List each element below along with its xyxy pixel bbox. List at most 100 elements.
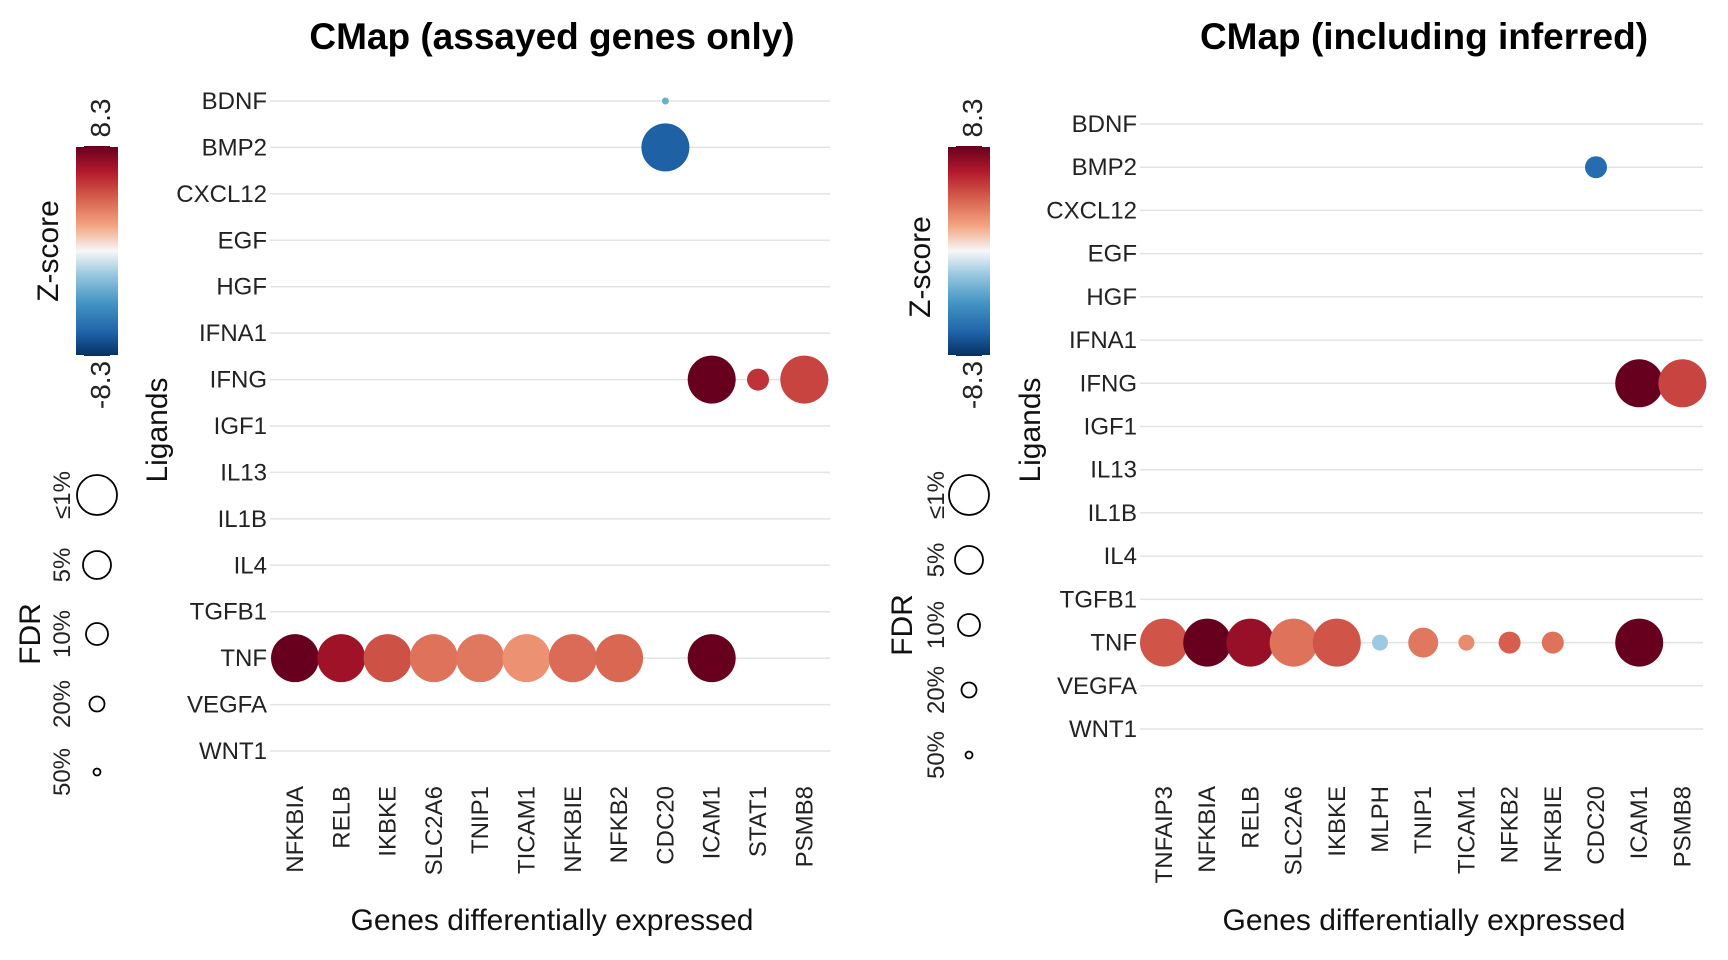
size-legend-label: ≤1% <box>923 471 950 519</box>
x-tick-label: SLC2A6 <box>1281 786 1308 875</box>
y-tick-label: IFNG <box>210 367 267 394</box>
size-legend-key <box>954 545 984 575</box>
colorbar-max-label: 8.3 <box>85 99 116 138</box>
y-tick-label: IL1B <box>1088 500 1137 527</box>
y-tick-label: IL1B <box>218 506 267 533</box>
size-legend-key <box>960 681 978 699</box>
data-point <box>687 634 736 683</box>
x-tick-label: NFKBIA <box>282 786 309 873</box>
x-tick-label: IKBKE <box>1324 786 1351 857</box>
size-legend-label: 10% <box>49 610 76 658</box>
colorbar <box>76 146 118 356</box>
size-legend-label: 10% <box>923 601 950 649</box>
size-legend-key <box>948 474 990 516</box>
data-point <box>1312 618 1361 667</box>
y-tick-label: IFNG <box>1080 370 1137 397</box>
x-tick-label: TNIP1 <box>467 786 494 854</box>
x-axis-label: Genes differentially expressed <box>350 904 753 937</box>
data-point <box>363 634 412 683</box>
data-point <box>1269 618 1318 667</box>
size-legend-key <box>88 695 106 713</box>
data-point <box>780 355 829 404</box>
data-point <box>456 634 505 683</box>
y-tick-label: BMP2 <box>202 134 267 161</box>
x-tick-label: NFKB2 <box>1497 786 1524 863</box>
y-tick-label: EGF <box>1088 241 1137 268</box>
y-tick-label: EGF <box>218 227 267 254</box>
size-legend-label: ≤1% <box>49 471 76 519</box>
x-tick-label: RELB <box>1237 786 1264 849</box>
x-tick-label: STAT1 <box>745 786 772 857</box>
size-legend-title: FDR <box>886 594 919 656</box>
data-point <box>1372 634 1388 651</box>
size-legend-key <box>85 622 109 646</box>
size-legend-label: 50% <box>49 748 76 796</box>
y-tick-label: IL13 <box>220 459 267 486</box>
y-tick-label: HGF <box>216 274 267 301</box>
y-tick-label: IFNA1 <box>1069 327 1137 354</box>
y-tick-label: HGF <box>1086 284 1137 311</box>
y-tick-label: BDNF <box>202 88 267 115</box>
x-tick-label: NFKB2 <box>606 786 633 863</box>
data-point <box>595 634 644 683</box>
x-tick-label: PSMB8 <box>791 786 818 867</box>
panel-2: CMap (including inferred) BDNF BMP2 CXCL12 E… <box>886 16 1707 937</box>
x-tick-label: NFKBIE <box>560 786 587 873</box>
y-tick-label: IGF1 <box>214 413 267 440</box>
y-axis-label: Ligands <box>1014 377 1047 482</box>
colorbar-min-label: -8.3 <box>85 361 116 409</box>
chart-title: CMap (including inferred) <box>1200 16 1648 57</box>
size-legend-label: 5% <box>49 548 76 583</box>
y-tick-label: BDNF <box>1072 111 1137 138</box>
size-legend-key <box>957 613 981 637</box>
x-tick-label: ICAM1 <box>699 786 726 859</box>
data-point <box>641 123 690 172</box>
y-tick-label: TGFB1 <box>1060 586 1137 613</box>
x-tick-label: CDC20 <box>1583 786 1610 865</box>
data-point <box>1658 359 1707 408</box>
x-tick-label: TNIP1 <box>1410 786 1437 854</box>
data-point <box>687 355 736 404</box>
size-legend-label: 20% <box>49 680 76 728</box>
x-tick-label: RELB <box>328 786 355 849</box>
colorbar-title: Z-score <box>32 200 65 302</box>
data-point <box>1140 618 1188 667</box>
y-tick-label: CXCL12 <box>176 181 267 208</box>
size-legend-key <box>92 767 102 777</box>
panel-1: CMap (assayed genes only) BDNF BMP2 CXCL12 E… <box>14 16 830 937</box>
colorbar-max-label: 8.3 <box>957 99 988 138</box>
y-tick-label: WNT1 <box>199 738 267 765</box>
x-tick-label: TICAM1 <box>1453 786 1480 874</box>
data-point <box>1615 359 1664 408</box>
y-tick-label: IFNA1 <box>199 320 267 347</box>
data-point <box>1226 618 1275 667</box>
data-point <box>1541 631 1564 654</box>
y-tick-label: CXCL12 <box>1046 197 1137 224</box>
size-legend-key <box>82 550 112 580</box>
size-legend-label: 5% <box>923 543 950 578</box>
size-legend-label: 20% <box>923 666 950 714</box>
y-axis-label: Ligands <box>141 377 174 482</box>
data-point <box>409 634 458 683</box>
y-tick-label: IGF1 <box>1084 414 1137 441</box>
x-tick-label: TICAM1 <box>514 786 541 874</box>
x-axis-label: Genes differentially expressed <box>1222 904 1625 937</box>
data-point <box>661 97 669 105</box>
y-tick-label: TGFB1 <box>190 599 267 626</box>
data-point <box>1458 634 1475 651</box>
x-tick-label: NFKBIA <box>1194 786 1221 873</box>
size-legend-label: 50% <box>923 731 950 779</box>
data-point <box>747 368 769 391</box>
data-point <box>271 634 319 683</box>
x-tick-label: TNFAIP3 <box>1151 786 1178 883</box>
data-point <box>502 634 551 683</box>
data-point <box>1408 627 1439 658</box>
colorbar-min-label: -8.3 <box>957 361 988 409</box>
y-tick-label: IL4 <box>1104 543 1137 570</box>
x-tick-label: NFKBIE <box>1540 786 1567 873</box>
data-point <box>548 634 597 683</box>
y-tick-label: BMP2 <box>1072 154 1137 181</box>
x-tick-label: ICAM1 <box>1626 786 1653 859</box>
x-tick-label: CDC20 <box>652 786 679 865</box>
